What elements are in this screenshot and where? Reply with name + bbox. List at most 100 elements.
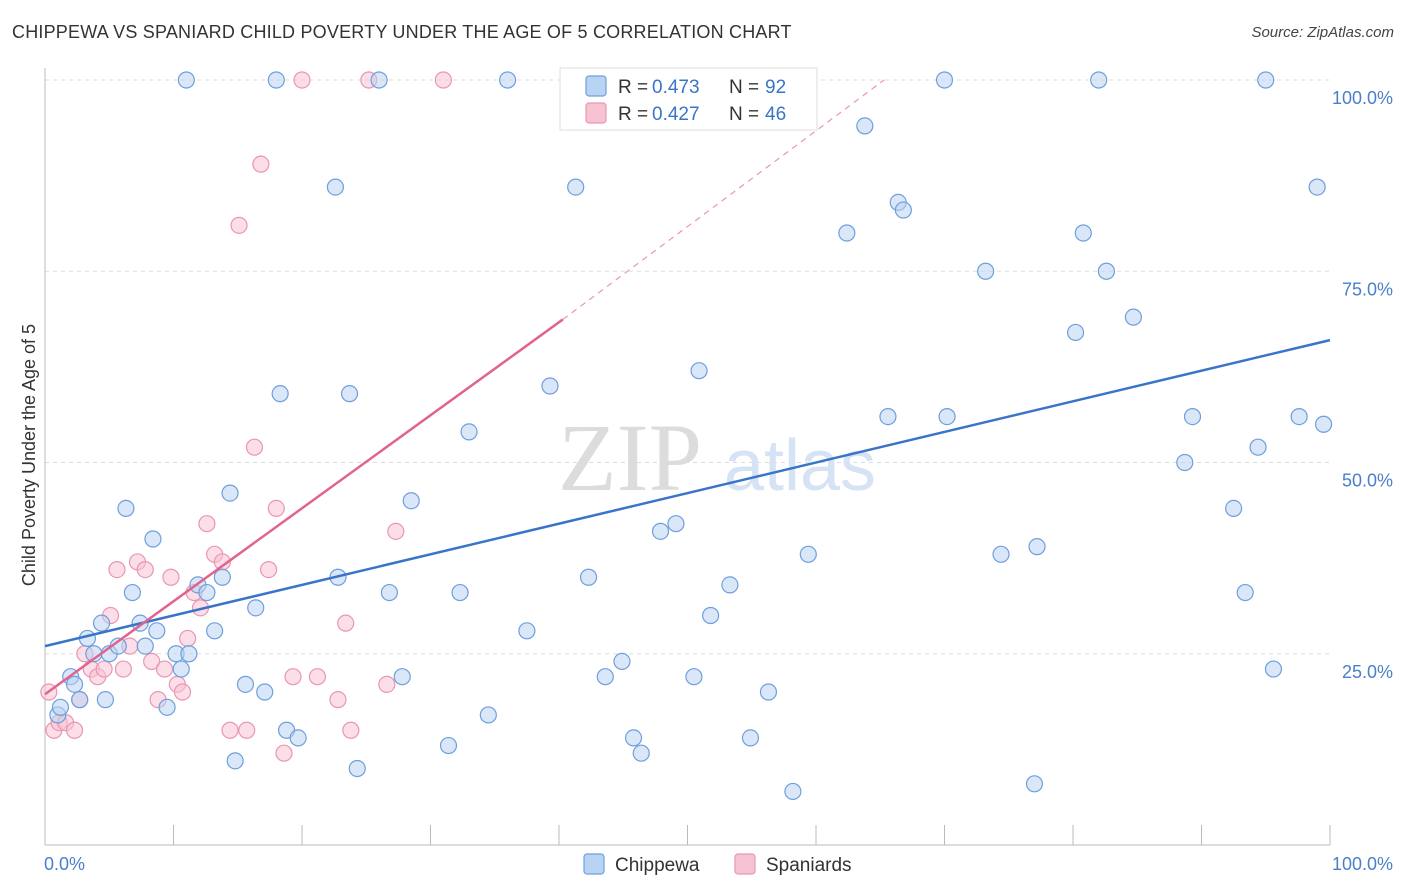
- chippewa-point: [148, 622, 166, 640]
- spaniards-point: [143, 652, 161, 671]
- x-tick-label: 100.0%: [1332, 854, 1393, 874]
- chippewa-point: [51, 698, 70, 716]
- spaniards-point: [114, 660, 132, 678]
- legend-n-label-spaniards: N =: [729, 104, 759, 125]
- chippewa-point: [460, 423, 478, 441]
- chippewa-point: [256, 683, 274, 701]
- chippewa-point: [402, 492, 420, 510]
- spaniards-trend-line: [44, 318, 564, 696]
- x-tick-label: 0.0%: [44, 854, 85, 874]
- spaniards-point: [308, 668, 327, 686]
- chippewa-point: [1314, 415, 1333, 433]
- spaniards-point: [245, 438, 264, 456]
- chippewa-point: [206, 622, 224, 640]
- chippewa-point: [236, 675, 255, 693]
- chippewa-point: [393, 668, 411, 686]
- y-axis-label: Child Poverty Under the Age of 5: [19, 324, 39, 586]
- chippewa-point: [226, 752, 244, 770]
- spaniards-point: [162, 568, 180, 586]
- chippewa-point: [65, 675, 84, 693]
- chippewa-point: [136, 637, 154, 655]
- chippewa-point: [117, 499, 135, 517]
- watermark: ZIP atlas: [558, 404, 876, 511]
- bottom-legend-swatch-chippewa: [583, 853, 605, 875]
- legend-r-value-spaniards: 0.427: [652, 104, 700, 125]
- chippewa-point: [221, 484, 239, 502]
- chippewa-point: [172, 660, 190, 678]
- spaniards-point: [387, 522, 405, 540]
- spaniards-point: [179, 629, 197, 648]
- chippewa-point: [1308, 178, 1326, 196]
- chippewa-point: [267, 71, 285, 89]
- chippewa-point: [721, 576, 739, 594]
- spaniards-point: [378, 675, 396, 693]
- spaniards-point: [230, 216, 248, 234]
- chippewa-point: [340, 385, 359, 403]
- chippewa-point: [541, 377, 559, 395]
- spaniards-point: [198, 515, 216, 533]
- chippewa-point: [624, 729, 643, 747]
- axes: [44, 68, 1331, 846]
- spaniards-point: [238, 721, 256, 739]
- legend-swatch-spaniards: [585, 102, 607, 124]
- chippewa-point: [180, 645, 198, 663]
- chippewa-point: [632, 744, 650, 762]
- chippewa-point: [92, 614, 111, 632]
- spaniards-point: [275, 744, 293, 762]
- chippewa-point: [71, 691, 89, 709]
- legend-r-value-chippewa: 0.473: [652, 77, 700, 98]
- legend-n-label-chippewa: N =: [729, 77, 759, 98]
- chippewa-point: [289, 729, 307, 747]
- chippewa-point: [439, 736, 458, 755]
- legend-n-value-spaniards: 46: [765, 104, 786, 125]
- correlation-legend: R = 0.473 N = 92 R = 0.427 N = 46: [559, 67, 818, 131]
- y-tick-label: 100.0%: [1332, 88, 1393, 108]
- chippewa-point: [177, 71, 195, 89]
- source-label: Source: ZipAtlas.com: [1251, 24, 1394, 41]
- spaniards-point: [284, 668, 302, 686]
- chippewa-point: [1183, 408, 1202, 426]
- spaniards-point: [136, 560, 154, 579]
- chippewa-point: [158, 698, 176, 716]
- spaniards-point: [342, 721, 360, 739]
- chippewa-point: [579, 568, 598, 586]
- chippewa-point: [935, 71, 954, 89]
- gridlines: [45, 79, 1330, 655]
- y-tick-label: 50.0%: [1342, 471, 1393, 491]
- chippewa-point: [596, 668, 614, 686]
- chippewa-point: [977, 262, 995, 280]
- chippewa-point: [198, 583, 216, 602]
- bottom-legend-label-spaniards: Spaniards: [766, 855, 852, 876]
- series-legend: Chippewa Spaniards: [583, 853, 852, 876]
- chippewa-point: [741, 729, 760, 747]
- chippewa-point: [247, 599, 265, 617]
- chippewa-point: [613, 652, 631, 671]
- spaniards-point: [267, 499, 285, 517]
- chippewa-point: [144, 530, 162, 548]
- chippewa-point: [1097, 262, 1116, 280]
- chippewa-point: [1066, 323, 1085, 342]
- legend-n-value-chippewa: 92: [765, 77, 786, 98]
- chippewa-point: [651, 522, 670, 540]
- chippewa-point: [213, 568, 231, 586]
- chippewa-point: [1249, 438, 1267, 456]
- chippewa-trend-line: [44, 338, 1331, 648]
- chippewa-point: [1225, 499, 1243, 517]
- watermark-zip: ZIP: [558, 404, 702, 511]
- chippewa-point: [380, 583, 398, 602]
- y-tick-label: 25.0%: [1342, 662, 1393, 682]
- spaniards-point: [95, 660, 113, 678]
- spaniards-point: [221, 721, 239, 739]
- spaniards-point: [108, 560, 126, 579]
- chippewa-point: [992, 545, 1010, 563]
- chippewa-point: [326, 178, 345, 196]
- chippewa-point: [667, 515, 685, 533]
- chippewa-point: [1090, 71, 1108, 89]
- chippewa-point: [799, 545, 817, 563]
- chippewa-point: [894, 201, 912, 219]
- bottom-legend-label-chippewa: Chippewa: [615, 855, 700, 876]
- chippewa-point: [271, 385, 289, 403]
- spaniards-point: [337, 614, 355, 632]
- chippewa-point: [1176, 453, 1194, 472]
